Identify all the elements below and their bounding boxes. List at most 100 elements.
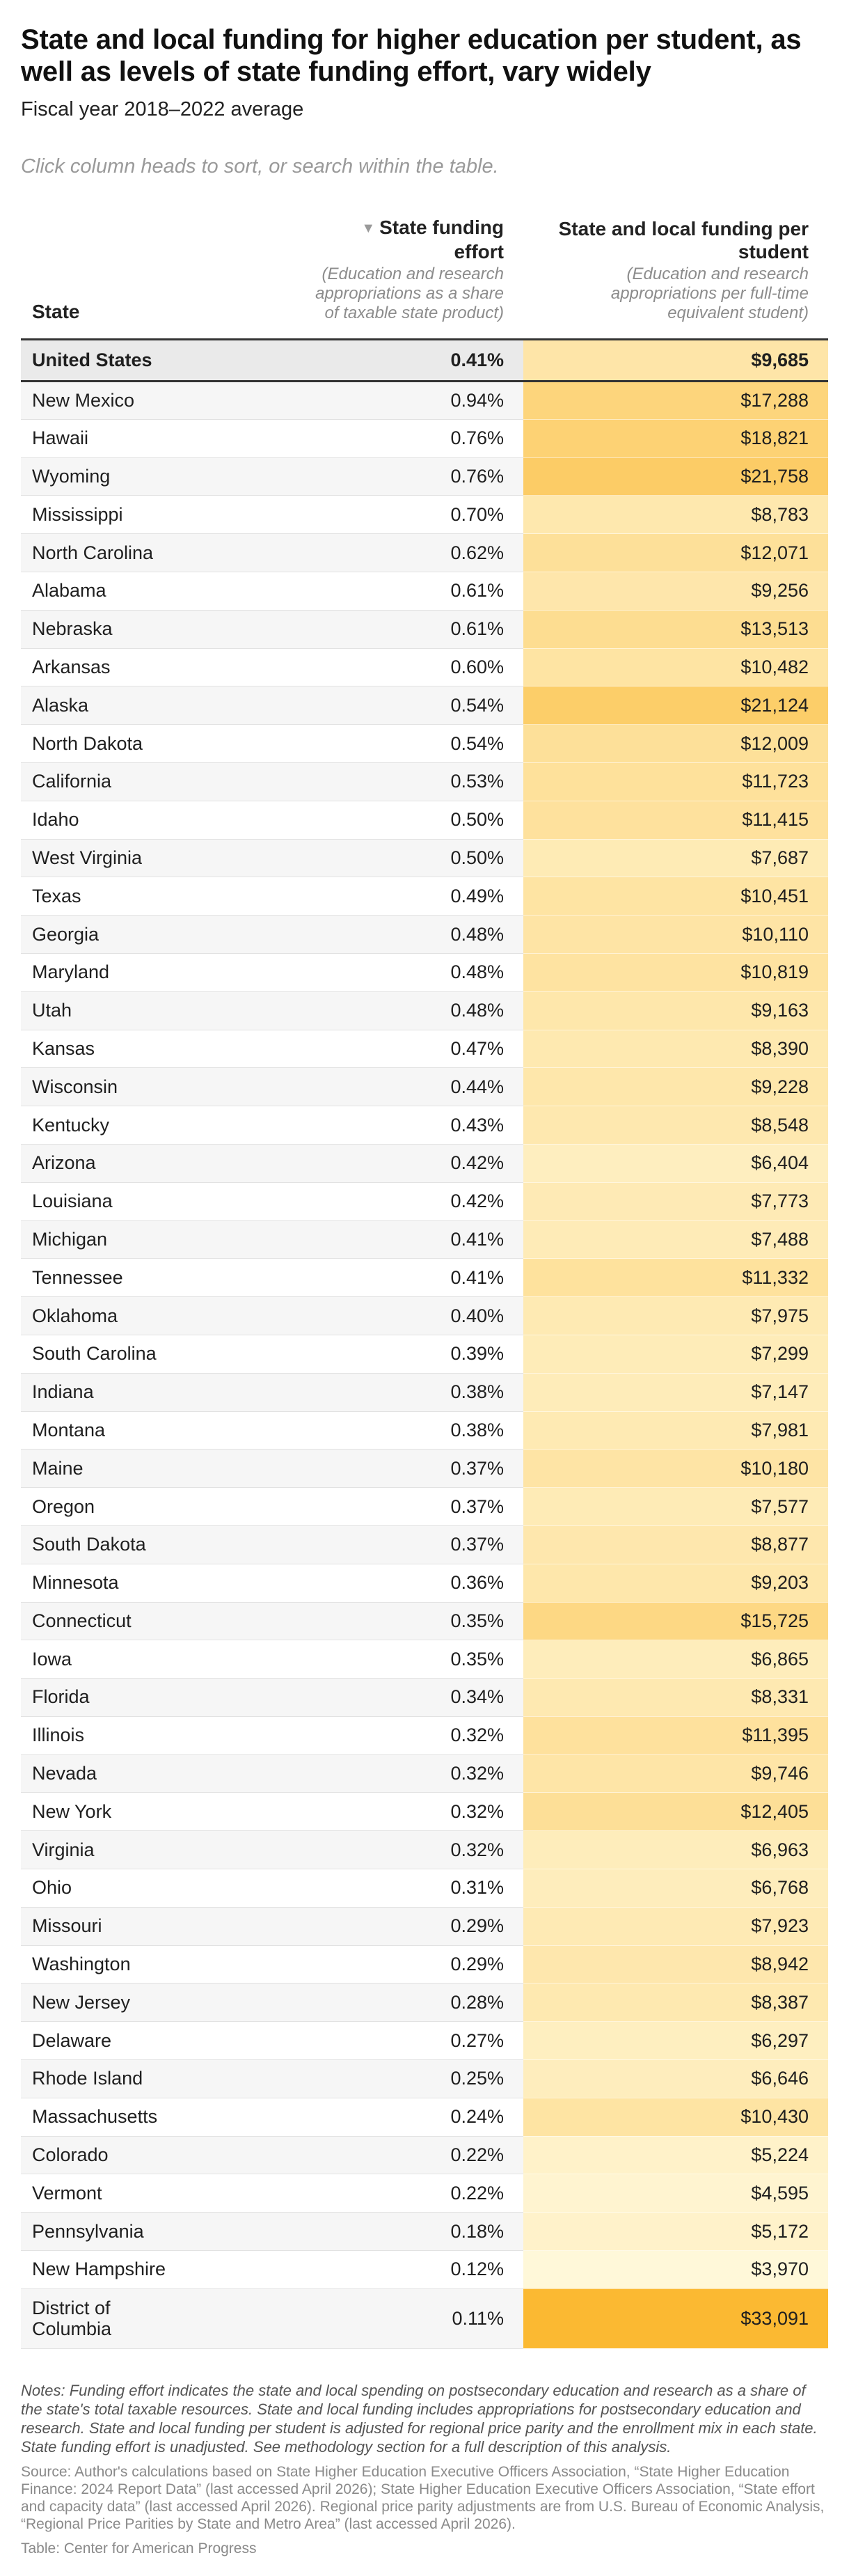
summary-effort-cell: 0.41% (301, 339, 523, 382)
state-cell: Florida (21, 1678, 301, 1717)
effort-cell: 0.53% (301, 762, 523, 801)
sort-descending-icon: ▼ (361, 221, 376, 236)
table-body: United States 0.41% $9,685 New Mexico 0.9… (21, 339, 828, 2349)
effort-cell: 0.37% (301, 1449, 523, 1489)
funding-cell: $8,390 (523, 1030, 828, 1069)
column-head-state[interactable]: State (21, 216, 301, 340)
state-cell: Utah (21, 991, 301, 1030)
funding-cell: $17,288 (523, 381, 828, 420)
state-cell: Oregon (21, 1487, 301, 1526)
state-cell: Louisiana (21, 1182, 301, 1221)
effort-cell: 0.12% (301, 2250, 523, 2289)
table-row: Virginia 0.32% $6,963 (21, 1830, 828, 1870)
table-row: Wisconsin 0.44% $9,228 (21, 1067, 828, 1107)
table-header: State ▼ State funding effort (Education a… (21, 216, 828, 340)
funding-cell: $6,297 (523, 2021, 828, 2061)
column-head-effort[interactable]: ▼ State funding effort (Education and res… (301, 216, 523, 340)
effort-cell: 0.22% (301, 2136, 523, 2175)
column-head-state-label: State (32, 301, 80, 322)
funding-cell: $4,595 (523, 2174, 828, 2213)
table-row: Illinois 0.32% $11,395 (21, 1716, 828, 1755)
funding-cell: $21,124 (523, 686, 828, 725)
effort-cell: 0.41% (301, 1258, 523, 1298)
effort-cell: 0.11% (301, 2288, 523, 2349)
state-cell: Missouri (21, 1907, 301, 1946)
effort-cell: 0.38% (301, 1411, 523, 1450)
effort-cell: 0.50% (301, 839, 523, 878)
table-row: Minnesota 0.36% $9,203 (21, 1564, 828, 1603)
state-cell: Michigan (21, 1220, 301, 1259)
effort-cell: 0.76% (301, 419, 523, 458)
table-row: Arizona 0.42% $6,404 (21, 1144, 828, 1183)
table-row: Nevada 0.32% $9,746 (21, 1754, 828, 1793)
funding-cell: $9,228 (523, 1067, 828, 1107)
table-row: Ohio 0.31% $6,768 (21, 1869, 828, 1908)
table-row: Georgia 0.48% $10,110 (21, 915, 828, 954)
funding-cell: $8,331 (523, 1678, 828, 1717)
state-cell: Wisconsin (21, 1067, 301, 1107)
state-cell: Maryland (21, 953, 301, 992)
effort-cell: 0.42% (301, 1182, 523, 1221)
table-row: Hawaii 0.76% $18,821 (21, 419, 828, 458)
effort-cell: 0.38% (301, 1373, 523, 1412)
table-row: Louisiana 0.42% $7,773 (21, 1182, 828, 1221)
table-row: New Jersey 0.28% $8,387 (21, 1983, 828, 2023)
effort-cell: 0.70% (301, 495, 523, 535)
funding-cell: $8,387 (523, 1983, 828, 2023)
table-row: Maryland 0.48% $10,819 (21, 953, 828, 992)
summary-funding-cell: $9,685 (523, 339, 828, 382)
funding-cell: $6,768 (523, 1869, 828, 1908)
funding-cell: $8,548 (523, 1106, 828, 1145)
funding-cell: $9,203 (523, 1564, 828, 1603)
funding-cell: $10,430 (523, 2098, 828, 2137)
state-cell: North Carolina (21, 533, 301, 572)
state-cell: Idaho (21, 801, 301, 840)
funding-cell: $13,513 (523, 610, 828, 649)
funding-cell: $7,488 (523, 1220, 828, 1259)
effort-cell: 0.61% (301, 572, 523, 611)
column-head-funding[interactable]: State and local funding per student (Edu… (523, 216, 828, 340)
table-row: Massachusetts 0.24% $10,430 (21, 2098, 828, 2137)
table-row: Florida 0.34% $8,331 (21, 1678, 828, 1717)
funding-cell: $11,723 (523, 762, 828, 801)
table-row: Delaware 0.27% $6,297 (21, 2021, 828, 2061)
funding-cell: $5,172 (523, 2212, 828, 2252)
table-row: South Dakota 0.37% $8,877 (21, 1525, 828, 1564)
funding-cell: $7,981 (523, 1411, 828, 1450)
funding-cell: $6,646 (523, 2059, 828, 2098)
table-row: Wyoming 0.76% $21,758 (21, 457, 828, 496)
table-row: Rhode Island 0.25% $6,646 (21, 2059, 828, 2098)
summary-state-cell: United States (21, 339, 301, 382)
state-cell: Arkansas (21, 648, 301, 687)
effort-cell: 0.43% (301, 1106, 523, 1145)
effort-cell: 0.35% (301, 1602, 523, 1641)
table-row: New Hampshire 0.12% $3,970 (21, 2250, 828, 2289)
state-cell: North Dakota (21, 724, 301, 763)
state-cell: Illinois (21, 1716, 301, 1755)
notes: Notes: Funding effort indicates the stat… (21, 2381, 818, 2456)
state-cell: New York (21, 1792, 301, 1832)
effort-cell: 0.54% (301, 724, 523, 763)
table-row: Iowa 0.35% $6,865 (21, 1640, 828, 1679)
table-row: Michigan 0.41% $7,488 (21, 1220, 828, 1259)
effort-cell: 0.32% (301, 1792, 523, 1832)
funding-cell: $10,110 (523, 915, 828, 954)
effort-cell: 0.40% (301, 1296, 523, 1335)
funding-cell: $21,758 (523, 457, 828, 496)
effort-cell: 0.42% (301, 1144, 523, 1183)
state-cell: Kansas (21, 1030, 301, 1069)
funding-cell: $3,970 (523, 2250, 828, 2289)
state-cell: New Hampshire (21, 2250, 301, 2289)
funding-cell: $11,332 (523, 1258, 828, 1298)
effort-cell: 0.36% (301, 1564, 523, 1603)
funding-cell: $5,224 (523, 2136, 828, 2175)
effort-cell: 0.61% (301, 610, 523, 649)
effort-cell: 0.41% (301, 1220, 523, 1259)
state-cell: Alaska (21, 686, 301, 725)
state-cell: Nevada (21, 1754, 301, 1793)
table-row: North Carolina 0.62% $12,071 (21, 533, 828, 572)
funding-cell: $15,725 (523, 1602, 828, 1641)
funding-cell: $7,923 (523, 1907, 828, 1946)
table-row: Mississippi 0.70% $8,783 (21, 495, 828, 535)
